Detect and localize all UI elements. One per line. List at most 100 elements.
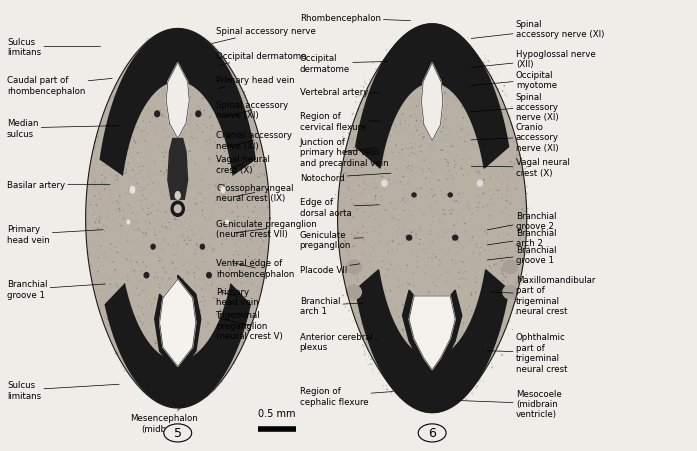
Point: [187, 136, 199, 143]
Point: [391, 245, 402, 253]
Point: [117, 94, 128, 101]
Point: [346, 231, 357, 239]
Point: [218, 192, 229, 199]
Point: [346, 160, 357, 167]
Point: [388, 232, 399, 239]
Point: [379, 111, 390, 119]
Point: [508, 139, 519, 146]
Point: [348, 214, 359, 221]
Point: [470, 359, 482, 367]
Point: [93, 190, 105, 198]
Point: [222, 358, 233, 365]
Point: [142, 212, 153, 219]
Point: [465, 254, 476, 262]
Point: [231, 104, 243, 111]
Point: [415, 253, 427, 261]
Point: [140, 262, 151, 269]
Point: [438, 119, 449, 126]
Point: [169, 161, 180, 169]
Point: [385, 288, 396, 295]
Point: [477, 72, 488, 79]
Point: [364, 339, 375, 346]
Point: [500, 295, 512, 303]
Point: [187, 227, 198, 235]
Point: [429, 138, 441, 145]
Point: [112, 152, 123, 159]
Point: [355, 216, 367, 223]
Point: [252, 189, 263, 196]
Point: [167, 154, 178, 161]
Point: [454, 315, 465, 322]
Point: [435, 402, 446, 410]
Point: [475, 264, 486, 272]
Point: [89, 202, 100, 209]
Point: [356, 250, 367, 257]
Point: [406, 353, 417, 360]
Point: [388, 49, 399, 56]
Text: Trigeminal
preganglion
(neural crest V): Trigeminal preganglion (neural crest V): [216, 311, 283, 341]
Point: [456, 258, 467, 265]
Point: [405, 114, 416, 121]
Point: [158, 143, 169, 151]
Point: [441, 175, 452, 183]
Point: [234, 268, 245, 275]
Point: [250, 267, 261, 274]
Point: [376, 202, 387, 210]
Point: [368, 90, 379, 97]
Point: [167, 197, 178, 204]
Point: [381, 119, 392, 126]
Point: [376, 361, 387, 368]
Point: [449, 317, 460, 324]
Point: [184, 330, 195, 337]
Point: [360, 120, 372, 127]
Point: [469, 218, 480, 225]
Point: [339, 238, 351, 245]
Point: [455, 191, 466, 198]
Point: [365, 299, 376, 307]
Point: [487, 226, 498, 233]
Point: [431, 191, 442, 198]
Point: [157, 304, 168, 312]
Point: [362, 357, 373, 364]
Point: [496, 230, 507, 237]
Point: [367, 333, 378, 341]
Point: [88, 277, 99, 284]
Point: [194, 360, 205, 368]
Point: [229, 223, 240, 230]
Point: [418, 98, 429, 105]
Point: [196, 252, 207, 259]
Point: [408, 105, 419, 112]
Point: [355, 153, 366, 160]
Point: [459, 95, 470, 102]
Point: [396, 232, 407, 239]
Point: [476, 281, 487, 289]
Point: [169, 36, 181, 43]
Point: [240, 322, 251, 329]
Point: [211, 229, 222, 236]
Point: [400, 306, 411, 313]
Point: [169, 267, 180, 274]
Point: [91, 268, 102, 276]
Point: [166, 334, 177, 341]
Point: [474, 371, 485, 378]
Point: [246, 263, 257, 270]
Point: [171, 216, 183, 223]
Point: [194, 127, 205, 134]
Point: [460, 320, 471, 327]
Point: [424, 269, 436, 276]
Point: [182, 234, 193, 241]
Point: [457, 382, 468, 389]
Point: [365, 122, 376, 129]
Point: [217, 329, 229, 336]
Point: [424, 148, 436, 155]
Point: [474, 314, 485, 322]
Point: [222, 334, 233, 341]
Point: [201, 58, 213, 65]
Point: [132, 238, 143, 245]
Point: [245, 210, 256, 217]
Point: [183, 184, 194, 191]
Point: [484, 219, 495, 226]
Point: [148, 51, 159, 58]
Point: [496, 280, 507, 287]
Point: [432, 347, 443, 354]
